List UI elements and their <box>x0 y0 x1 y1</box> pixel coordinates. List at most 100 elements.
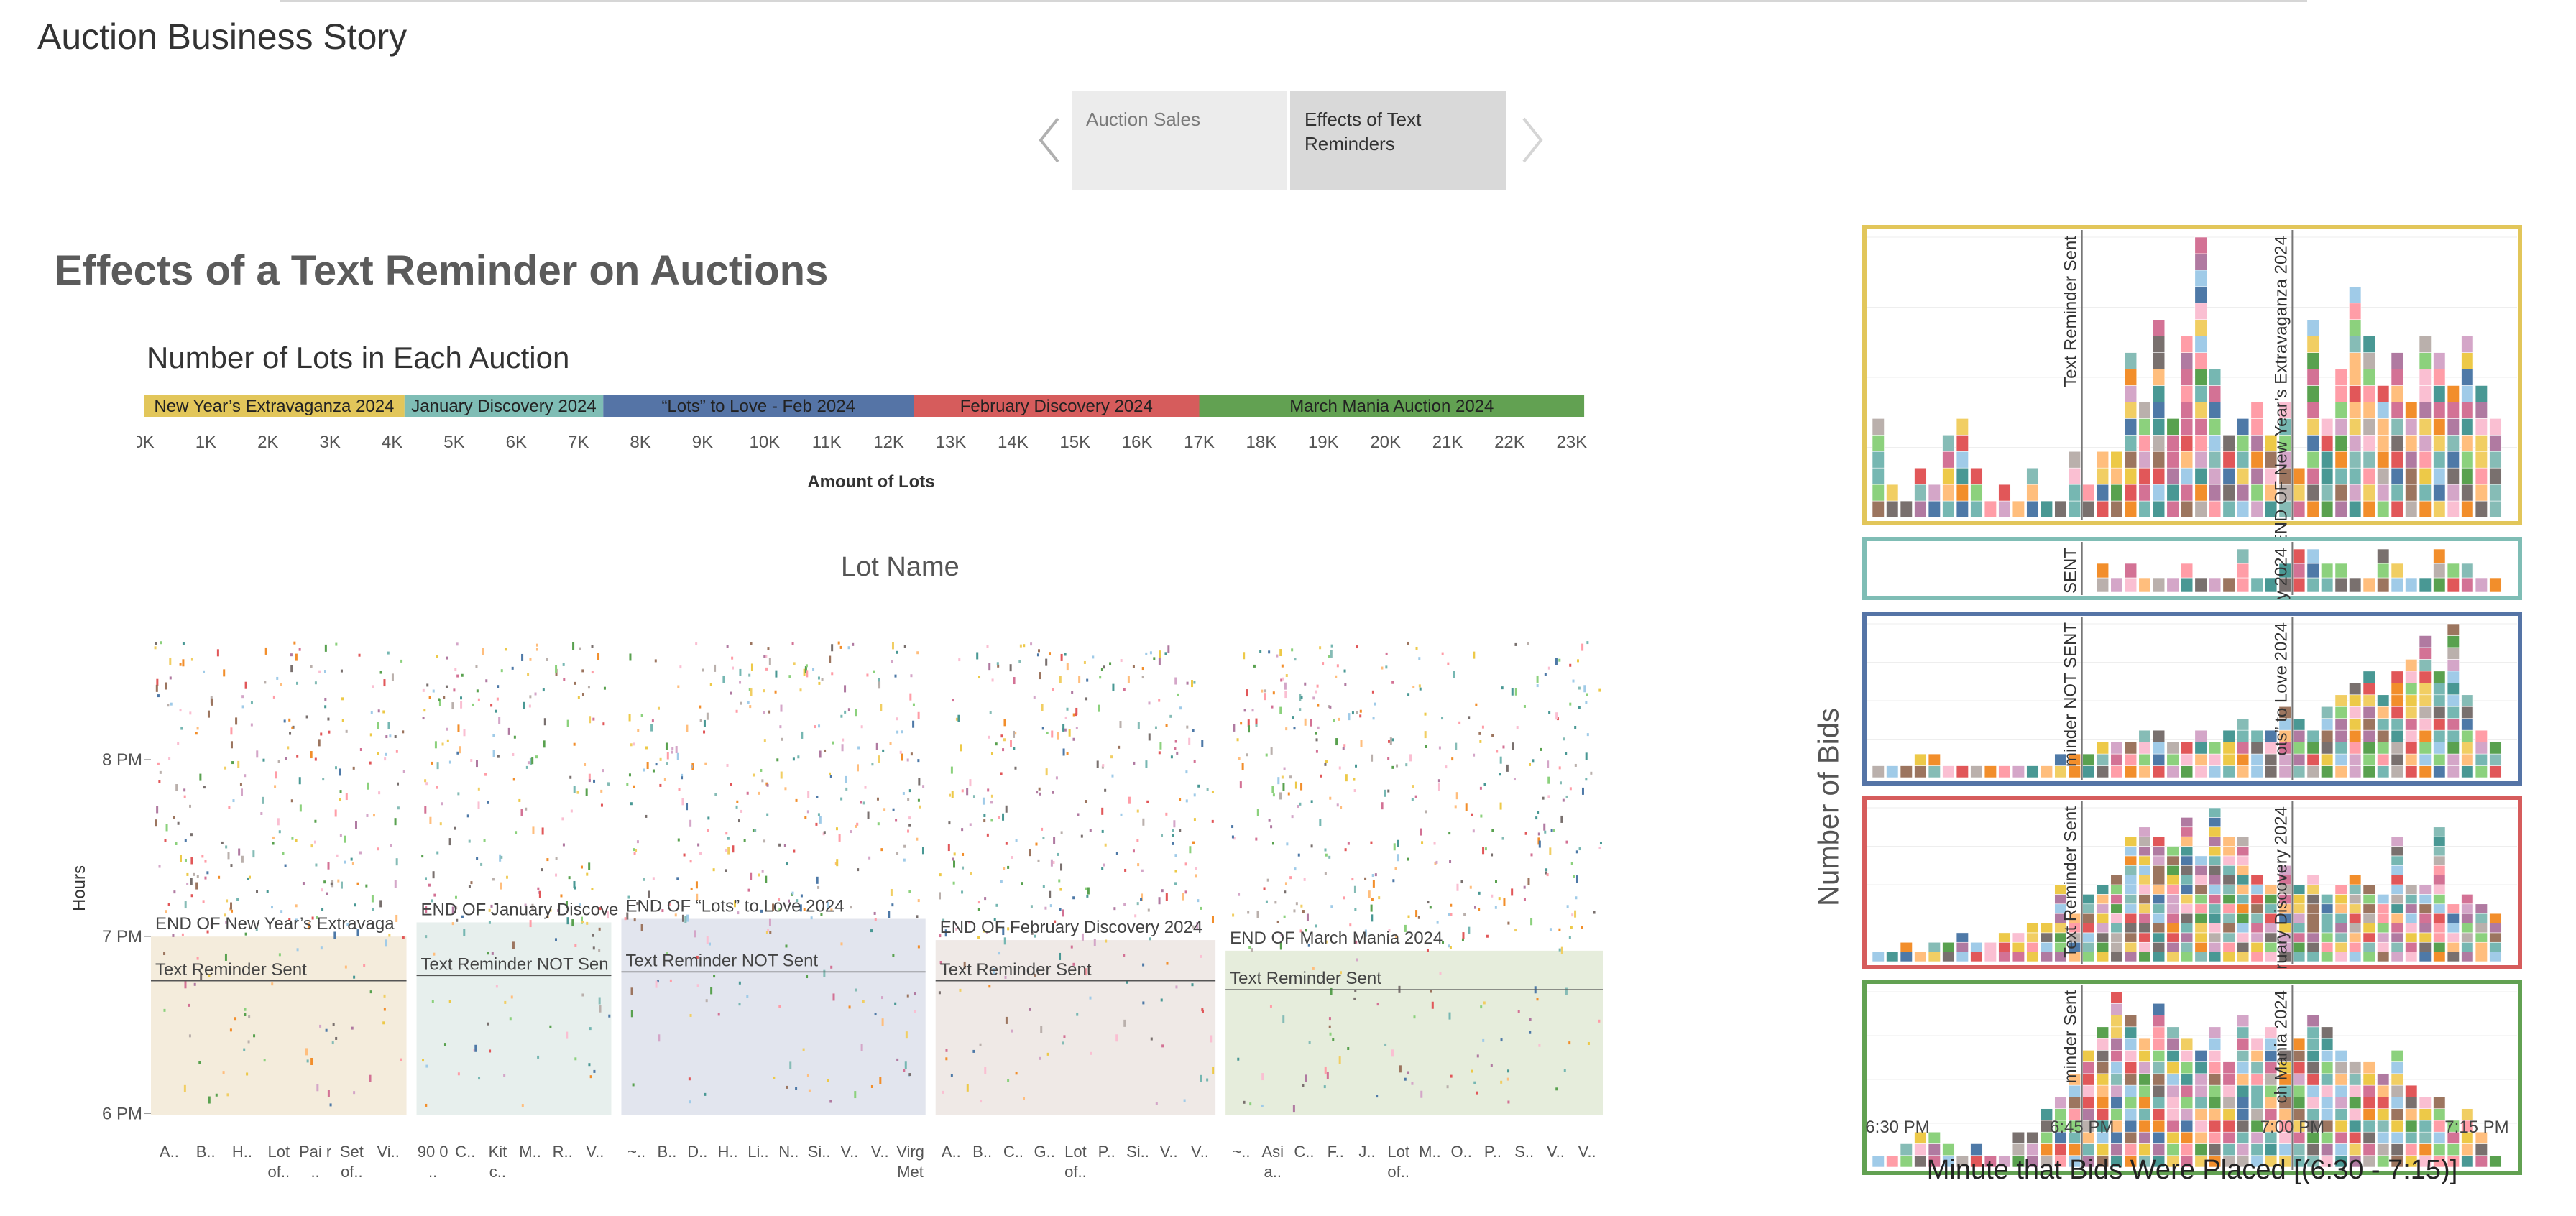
bid-dot <box>1003 738 1006 742</box>
bid-bar-segment <box>2152 467 2166 485</box>
bid-bar-segment <box>2054 1143 2067 1156</box>
bid-bar-segment <box>2433 706 2446 719</box>
bid-bar-segment <box>2349 1120 2362 1133</box>
bid-dot <box>1269 1005 1272 1008</box>
bid-dot <box>1360 740 1363 747</box>
bid-bar-segment <box>2250 1050 2263 1062</box>
bid-dot <box>497 685 500 688</box>
bid-dot <box>1009 740 1012 747</box>
bid-dot <box>244 932 247 936</box>
bid-dot <box>1320 774 1322 778</box>
bid-bar-segment <box>2250 765 2263 778</box>
bid-bar-segment <box>2419 647 2432 660</box>
bid-dot <box>272 695 275 699</box>
bid-dot <box>1530 918 1533 926</box>
bid-bar-segment <box>2237 484 2250 502</box>
bid-bar-segment <box>2194 286 2207 304</box>
bid-bar-segment <box>2377 718 2390 731</box>
bid-dot <box>446 656 448 660</box>
bid-bar-segment <box>2152 402 2166 419</box>
bid-bar-segment <box>2405 1097 2418 1109</box>
bid-dot <box>919 805 921 809</box>
bid-bar-segment <box>1942 952 1955 962</box>
bid-dot <box>1268 650 1271 654</box>
bid-dot <box>1052 791 1054 794</box>
bid-bar-segment <box>1956 1155 1969 1168</box>
bid-dot <box>735 805 738 809</box>
bid-bar-segment <box>2419 729 2432 742</box>
bid-dot <box>1064 716 1067 719</box>
bid-dot <box>1240 722 1243 725</box>
bid-dot <box>599 907 602 911</box>
bid-bar-segment <box>2306 1026 2319 1039</box>
bid-dot <box>665 742 668 750</box>
bid-bar-segment <box>2222 1143 2235 1156</box>
bid-dot <box>573 786 576 793</box>
bid-dot <box>867 811 870 819</box>
bid-dot <box>976 652 979 660</box>
bid-dot <box>1233 724 1236 732</box>
bid-dot <box>436 762 439 770</box>
bid-dot <box>1412 686 1415 689</box>
bid-bar-segment <box>2433 903 2446 914</box>
bid-bar-segment <box>2026 941 2039 952</box>
bid-dot <box>425 877 428 880</box>
bid-dot <box>1578 706 1581 709</box>
bid-bar-segment <box>2250 932 2263 943</box>
bid-dot <box>574 944 577 947</box>
bid-dot <box>903 844 906 848</box>
bid-dot <box>563 678 566 681</box>
bid-dot <box>951 791 954 798</box>
bid-bar-segment <box>1886 484 1899 502</box>
bid-dot <box>921 847 924 855</box>
bid-dot <box>765 782 768 786</box>
bid-bar-segment <box>2363 1143 2375 1156</box>
bid-dot <box>591 671 594 674</box>
bid-dot <box>1013 730 1016 738</box>
bid-bar-segment <box>2461 952 2474 962</box>
bid-dot <box>231 909 234 913</box>
bid-bar-segment <box>2194 385 2207 402</box>
bid-bar-segment <box>2391 742 2404 755</box>
bid-dot <box>1174 854 1177 857</box>
bid-dot <box>1578 686 1581 690</box>
bid-bar-segment <box>2433 352 2446 369</box>
bid-dot <box>512 778 515 781</box>
bid-dot <box>188 1003 190 1007</box>
bid-dot <box>478 1077 481 1080</box>
bid-dot <box>345 793 348 801</box>
lot-name-tick-label: B.. <box>972 1143 992 1161</box>
bid-bar-segment <box>2321 923 2334 934</box>
bid-dot <box>377 722 380 729</box>
bid-dot <box>1173 820 1176 828</box>
lots-chart-title: Number of Lots in Each Auction <box>147 341 570 374</box>
bid-bar-segment <box>2475 418 2488 436</box>
lots-x-tick-label: 23K <box>1556 433 1587 452</box>
bid-bar-segment <box>2377 484 2390 502</box>
bid-dot <box>1096 760 1099 768</box>
previous-arrow-icon[interactable] <box>1035 115 1064 165</box>
bid-dot <box>256 890 259 893</box>
bid-bar-segment <box>2306 875 2319 885</box>
bid-dot <box>793 849 796 853</box>
bid-dot <box>1329 1032 1332 1036</box>
bid-bar-segment <box>2166 884 2179 895</box>
bid-dot <box>1424 731 1427 739</box>
bid-bar-segment <box>2096 932 2110 943</box>
bid-dot <box>938 991 941 995</box>
bid-dot <box>1113 907 1116 911</box>
bid-dot <box>691 765 694 769</box>
bid-bar-segment <box>2321 467 2334 485</box>
story-tab-effects-of-text-reminders[interactable]: Effects of Text Reminders <box>1290 91 1506 190</box>
next-arrow-icon[interactable] <box>1518 115 1547 165</box>
bid-bar-segment <box>2349 753 2362 766</box>
story-tab-auction-sales[interactable]: Auction Sales <box>1072 91 1287 190</box>
bid-dot <box>1545 868 1548 872</box>
bid-dot <box>1448 944 1450 948</box>
bid-bar-segment <box>2068 500 2081 518</box>
bid-dot <box>1062 909 1064 917</box>
bid-bar-segment <box>2461 1143 2474 1156</box>
bid-dot <box>156 678 159 686</box>
bid-dot <box>282 852 285 855</box>
bid-dot <box>726 763 729 767</box>
